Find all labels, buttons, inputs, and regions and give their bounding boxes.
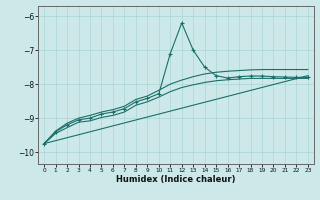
- X-axis label: Humidex (Indice chaleur): Humidex (Indice chaleur): [116, 175, 236, 184]
